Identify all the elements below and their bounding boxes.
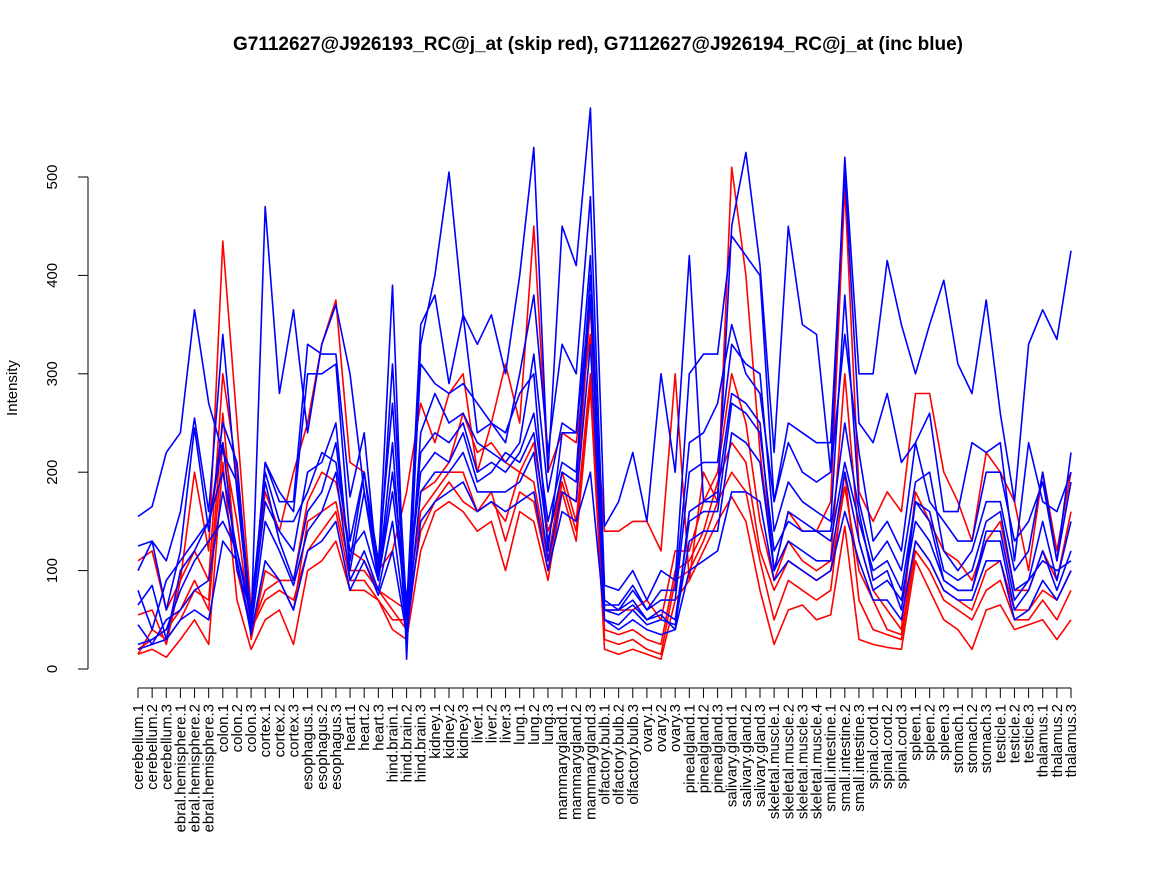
x-tick-label: heart.1 [342, 704, 359, 751]
x-tick-label: ovary.3 [667, 704, 684, 752]
x-tick-label: lung.3 [540, 704, 557, 745]
x-tick-label: liver.1 [469, 704, 486, 743]
x-tick-label: esophagus.1 [300, 704, 317, 790]
x-tick-label: esophagus.3 [328, 704, 345, 790]
x-tick-label: cerebellum.3 [158, 704, 175, 790]
x-tick-label: stomach.1 [950, 704, 967, 773]
series-line-skip-2 [137, 166, 1072, 611]
x-tick-label: hind.brain.2 [399, 704, 416, 782]
x-tick-label: mammarygland.2 [568, 704, 585, 820]
x-tick-label: cortex.1 [257, 704, 274, 757]
x-tick-label: pinealgland.3 [710, 704, 727, 793]
x-tick-label: olfactory.bulb.3 [625, 704, 642, 805]
x-tick-label: kidney.1 [427, 704, 444, 759]
x-tick-label: ebral.hemisphere.1 [172, 704, 189, 832]
x-tick-label: pinealgland.1 [681, 704, 698, 793]
x-tick-label: cortex.3 [286, 704, 303, 757]
x-tick-label: thalamus.3 [1063, 704, 1080, 777]
x-tick-label: small.intestine.1 [823, 704, 840, 812]
x-tick-label: spleen.1 [908, 704, 925, 761]
x-tick-label: olfactory.bulb.2 [611, 704, 628, 805]
x-axis: cerebellum.1cerebellum.2cerebellum.3ebra… [130, 687, 1080, 832]
x-tick-label: spinal.cord.1 [865, 704, 882, 789]
x-tick-label: colon.3 [243, 704, 260, 752]
x-tick-label: hind.brain.3 [413, 704, 430, 782]
x-tick-label: mammarygland.3 [582, 704, 599, 820]
x-tick-label: spinal.cord.3 [893, 704, 910, 789]
x-tick-label: spleen.3 [936, 704, 953, 761]
x-tick-label: hind.brain.1 [384, 704, 401, 782]
series-lines [137, 107, 1072, 661]
x-tick-label: cortex.2 [271, 704, 288, 757]
x-tick-label: ovary.1 [639, 704, 656, 752]
x-tick-label: testicle.3 [1021, 704, 1038, 763]
x-tick-label: colon.1 [215, 704, 232, 752]
y-tick-label: 0 [44, 665, 61, 673]
x-tick-label: lung.1 [512, 704, 529, 745]
chart-title: G7112627@J926193_RC@j_at (skip red), G71… [233, 34, 963, 55]
x-tick-label: cerebellum.2 [144, 704, 161, 790]
x-tick-label: skeletal.muscle.4 [809, 704, 826, 819]
x-tick-label: salivary.gland.3 [752, 704, 769, 807]
series-line-inc-11 [137, 274, 1072, 646]
y-tick-label: 200 [44, 460, 61, 485]
series-line-inc-5 [137, 107, 1072, 661]
x-tick-label: testicle.1 [992, 704, 1009, 763]
x-tick-label: ebral.hemisphere.3 [201, 704, 218, 832]
x-tick-label: olfactory.bulb.1 [597, 704, 614, 805]
x-tick-label: skeletal.muscle.3 [794, 704, 811, 819]
x-tick-label: heart.2 [356, 704, 373, 751]
x-tick-label: liver.3 [498, 704, 515, 743]
x-tick-label: stomach.3 [978, 704, 995, 773]
x-tick-label: thalamus.1 [1035, 704, 1052, 777]
y-axis: 0 100 200 300 400 500 [44, 164, 89, 673]
x-tick-label: liver.2 [483, 704, 500, 743]
x-tick-label: small.intestine.3 [851, 704, 868, 812]
x-tick-label: pinealgland.2 [695, 704, 712, 793]
series-line-skip-0 [137, 387, 1072, 661]
x-tick-label: skeletal.muscle.1 [766, 704, 783, 819]
x-tick-label: ovary.2 [653, 704, 670, 752]
y-tick-label: 500 [44, 164, 61, 189]
series-line-inc-12 [137, 471, 1072, 651]
x-tick-label: skeletal.muscle.2 [780, 704, 797, 819]
x-tick-label: lung.2 [526, 704, 543, 745]
x-tick-label: small.intestine.2 [837, 704, 854, 812]
y-tick-label: 100 [44, 558, 61, 583]
x-tick-label: ebral.hemisphere.2 [187, 704, 204, 832]
y-axis-title: Intensity [4, 360, 21, 416]
x-tick-label: cerebellum.1 [130, 704, 147, 790]
x-tick-label: salivary.gland.2 [738, 704, 755, 807]
x-tick-label: spinal.cord.2 [879, 704, 896, 789]
x-tick-label: spleen.2 [922, 704, 939, 761]
x-tick-label: kidney.3 [455, 704, 472, 759]
x-tick-label: thalamus.2 [1049, 704, 1066, 777]
y-tick-label: 400 [44, 263, 61, 288]
series-line-skip-4 [137, 382, 1072, 656]
x-tick-label: heart.3 [370, 704, 387, 751]
x-tick-label: stomach.2 [964, 704, 981, 773]
x-tick-label: mammarygland.1 [554, 704, 571, 820]
x-tick-label: esophagus.2 [314, 704, 331, 790]
y-tick-label: 300 [44, 361, 61, 386]
x-tick-label: salivary.gland.1 [724, 704, 741, 807]
x-tick-label: testicle.2 [1006, 704, 1023, 763]
x-tick-label: colon.2 [229, 704, 246, 752]
x-tick-label: kidney.2 [441, 704, 458, 759]
